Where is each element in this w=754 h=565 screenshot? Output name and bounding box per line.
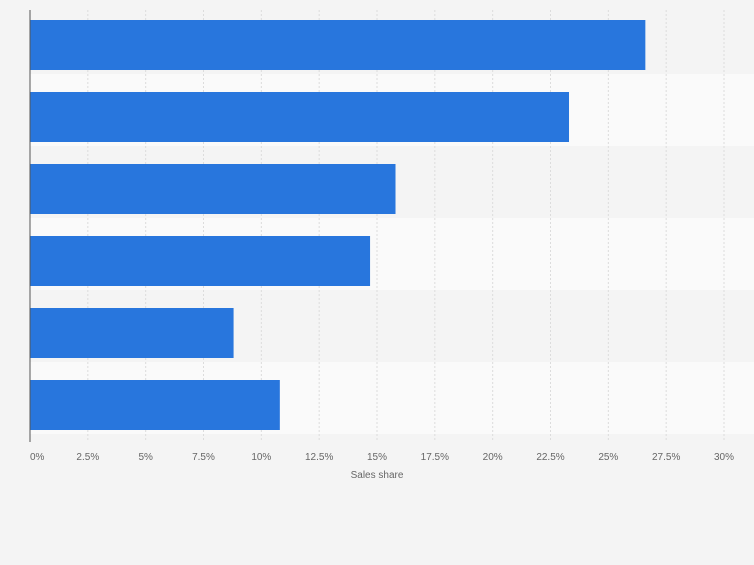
x-axis-ticks: 0% 2.5% 5% 7.5% 10% 12.5% 15% 17.5% 20% 22.5% 25% 2… xyxy=(30,452,734,463)
x-tick-label: 5% xyxy=(138,452,153,463)
bar[interactable] xyxy=(30,92,570,142)
bar[interactable] xyxy=(30,308,234,358)
x-tick-label: 7.5% xyxy=(192,452,215,463)
bar[interactable] xyxy=(30,236,371,286)
bars xyxy=(30,20,646,430)
bar[interactable] xyxy=(30,20,646,70)
x-tick-label: 0% xyxy=(30,452,45,463)
gridlines xyxy=(87,10,725,442)
x-tick-label: 15% xyxy=(367,452,387,463)
x-tick-label: 22.5% xyxy=(536,452,564,463)
x-tick-label: 20% xyxy=(483,452,503,463)
x-tick-label: 25% xyxy=(598,452,618,463)
x-axis-label: Sales share xyxy=(351,470,404,481)
bar[interactable] xyxy=(30,380,280,430)
x-tick-label: 17.5% xyxy=(421,452,449,463)
bar[interactable] xyxy=(30,164,396,214)
x-tick-label: 12.5% xyxy=(305,452,333,463)
x-tick-label: 10% xyxy=(251,452,271,463)
x-tick-label: 27.5% xyxy=(652,452,680,463)
x-tick-label: 30% xyxy=(714,452,734,463)
x-tick-label: 2.5% xyxy=(76,452,99,463)
